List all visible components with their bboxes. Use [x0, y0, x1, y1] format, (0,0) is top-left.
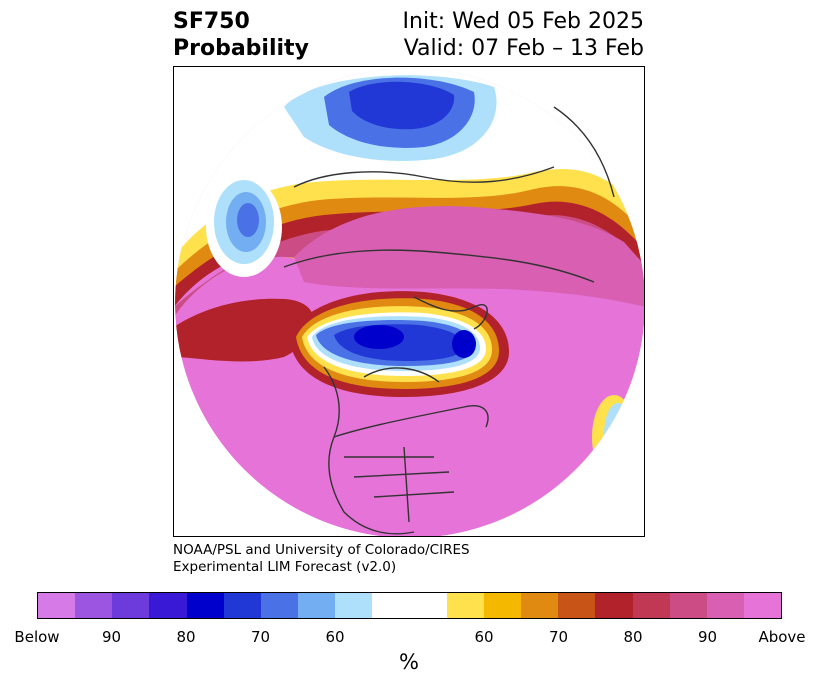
colorbar-segment	[75, 593, 113, 618]
colorbar-unit: %	[399, 650, 419, 674]
colorbar-tick: 60	[325, 628, 345, 646]
valid-range: Valid: 07 Feb – 13 Feb	[403, 36, 644, 61]
init-date: Init: Wed 05 Feb 2025	[402, 9, 644, 34]
forecast-dates: Init: Wed 05 Feb 2025 Valid: 07 Feb – 13…	[403, 8, 644, 62]
probability-map-svg	[174, 67, 644, 536]
colorbar-segment	[743, 593, 782, 618]
colorbar	[37, 592, 782, 619]
colorbar-tick: 70	[548, 628, 569, 646]
colorbar-segment	[409, 593, 447, 618]
colorbar-segment	[186, 593, 224, 618]
colorbar-segment	[372, 593, 410, 618]
colorbar-segment	[149, 593, 187, 618]
credit-text: NOAA/PSL and University of Colorado/CIRE…	[173, 542, 470, 576]
title-variable: SF750	[173, 9, 250, 34]
credit-line-1: NOAA/PSL and University of Colorado/CIRE…	[173, 542, 470, 558]
below-80-cap	[349, 81, 455, 130]
colorbar-segment	[669, 593, 707, 618]
credit-line-2: Experimental LIM Forecast (v2.0)	[173, 559, 397, 575]
colorbar-tick: 90	[697, 628, 718, 646]
title-quantity: Probability	[173, 36, 309, 61]
colorbar-segment	[706, 593, 744, 618]
colorbar-tick: Above	[758, 628, 806, 646]
colorbar-segment	[483, 593, 522, 618]
colorbar-tick: 80	[176, 628, 196, 646]
colorbar-segment	[38, 593, 76, 618]
colorbar-segment	[335, 593, 373, 618]
colorbar-tick: 90	[101, 628, 122, 646]
colorbar-tick: 60	[474, 628, 494, 646]
map-title: SF750 Probability	[173, 8, 309, 62]
colorbar-segment	[260, 593, 299, 618]
colorbar-segment	[298, 593, 336, 618]
colorbar-segment	[112, 593, 150, 618]
colorbar-segment	[223, 593, 261, 618]
colorbar-segment	[446, 593, 484, 618]
colorbar-tick: Below	[14, 628, 60, 646]
colorbar-tick: 70	[250, 628, 271, 646]
coastlines	[283, 106, 615, 535]
colorbar-segment	[558, 593, 596, 618]
colorbar-segment	[521, 593, 559, 618]
forecast-map	[173, 66, 645, 537]
colorbar-segment	[595, 593, 633, 618]
colorbar-tick: 80	[623, 628, 643, 646]
colorbar-segment	[632, 593, 670, 618]
